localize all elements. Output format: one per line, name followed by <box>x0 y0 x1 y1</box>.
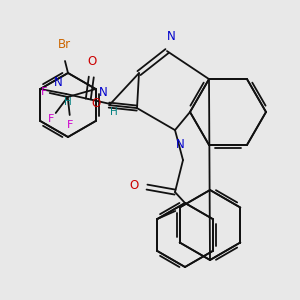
Text: H: H <box>64 97 72 107</box>
Text: H: H <box>110 107 118 117</box>
Text: F: F <box>41 87 48 97</box>
Text: F: F <box>48 114 55 124</box>
Text: N: N <box>99 86 108 99</box>
Text: O: O <box>130 178 139 192</box>
Text: N: N <box>54 76 63 89</box>
Text: O: O <box>88 55 97 68</box>
Text: N: N <box>176 138 184 151</box>
Text: N: N <box>167 30 176 43</box>
Text: Br: Br <box>57 38 70 51</box>
Text: F: F <box>67 120 73 130</box>
Text: O: O <box>92 97 101 110</box>
